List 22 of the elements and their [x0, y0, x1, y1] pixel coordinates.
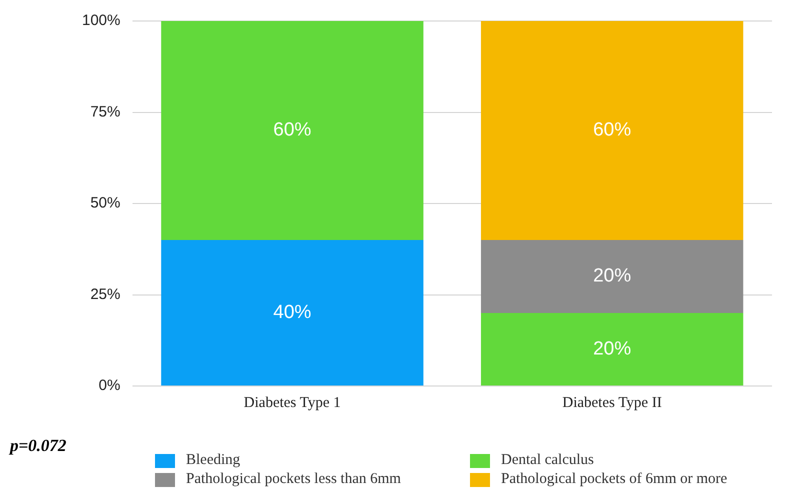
- data-label: 20%: [593, 266, 632, 287]
- bar: [480, 21, 744, 240]
- y-tick-label: 0%: [98, 377, 120, 394]
- data-label: 60%: [593, 120, 632, 141]
- data-label: 40%: [273, 302, 312, 323]
- y-tick-label: 50%: [90, 194, 120, 212]
- legend-label: Pathological pockets of 6mm or more: [501, 471, 728, 488]
- legend-label: Pathological pockets less than 6mm: [186, 471, 401, 488]
- legend-label: Bleeding: [186, 452, 240, 469]
- x-tick-label: Diabetes Type II: [562, 394, 662, 411]
- x-tick-label: Diabetes Type 1: [244, 394, 341, 411]
- data-label: 60%: [273, 120, 312, 141]
- bar: [161, 240, 424, 386]
- y-tick-label: 75%: [90, 103, 120, 120]
- bar: [480, 313, 744, 386]
- legend-label: Dental calculus: [501, 452, 594, 469]
- bar: [480, 240, 744, 313]
- text: p=0.072: [10, 436, 66, 456]
- y-tick-label: 100%: [82, 12, 120, 30]
- y-tick-label: 25%: [90, 286, 120, 303]
- data-label: 20%: [593, 338, 632, 360]
- bar: [161, 21, 424, 240]
